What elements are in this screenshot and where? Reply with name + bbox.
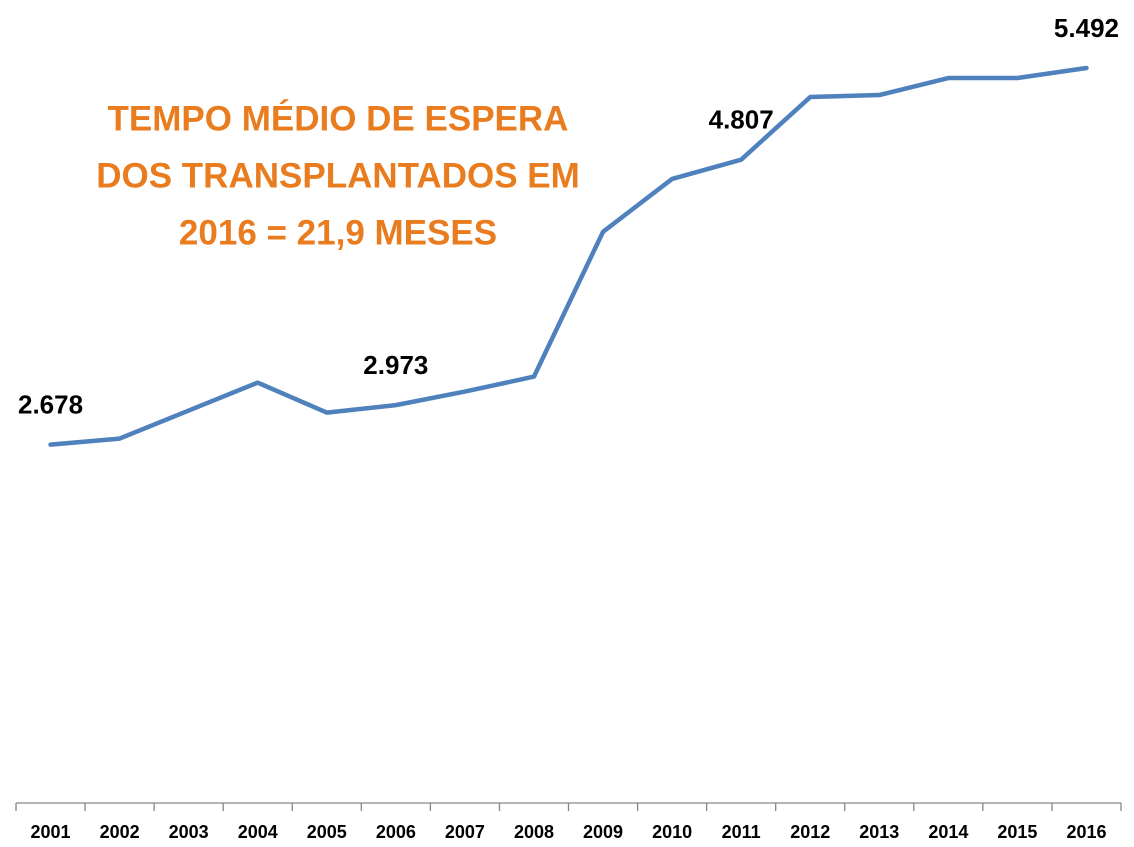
annotation-line: DOS TRANSPLANTADOS EM <box>96 156 580 195</box>
x-tick-label: 2007 <box>445 822 485 842</box>
x-tick-label: 2011 <box>722 822 761 842</box>
x-tick-label: 2001 <box>31 822 71 842</box>
data-label: 2.973 <box>363 350 428 380</box>
x-tick-label: 2016 <box>1066 822 1106 842</box>
x-tick-label: 2006 <box>376 822 416 842</box>
x-tick-label: 2009 <box>583 822 623 842</box>
x-tick-label: 2015 <box>997 822 1037 842</box>
x-tick-label: 2005 <box>307 822 347 842</box>
x-tick-label: 2003 <box>169 822 209 842</box>
x-tick-label: 2012 <box>790 822 830 842</box>
annotation-line: 2016 = 21,9 MESES <box>179 213 497 252</box>
data-label: 4.807 <box>709 105 774 135</box>
annotation-line: TEMPO MÉDIO DE ESPERA <box>108 98 569 138</box>
data-label: 5.492 <box>1054 13 1119 43</box>
x-tick-label: 2010 <box>652 822 692 842</box>
annotation: TEMPO MÉDIO DE ESPERA DOS TRANSPLANTADOS… <box>96 98 580 252</box>
x-tick-label: 2002 <box>100 822 140 842</box>
line <box>48 65 1089 447</box>
x-tick-label: 2014 <box>928 822 968 842</box>
x-tick-label: 2013 <box>859 822 899 842</box>
x-tick-label: 2008 <box>514 822 554 842</box>
x-tick-label: 2004 <box>238 822 278 842</box>
data-label: 2.678 <box>18 389 83 419</box>
